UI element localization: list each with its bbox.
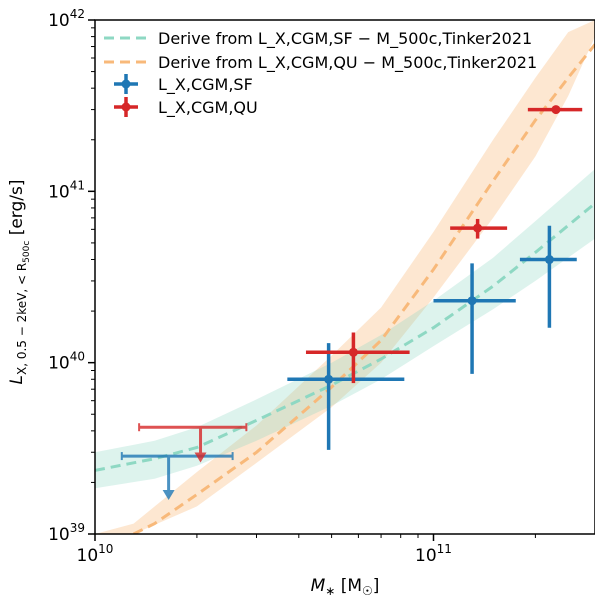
band-qu_model [95,20,595,534]
upper-limits [120,423,248,501]
sf_data-upper-limit-1 [120,452,234,501]
legend-swatch-dot-sf_data [121,79,131,89]
y-tick-label-4: 1042 [48,7,85,31]
line-qu_model [132,43,595,534]
x-tick-label-2: 1011 [415,542,452,566]
sf_data-marker-1 [324,374,334,384]
qu_data-point-1 [305,332,410,384]
sf_data-point-3 [519,225,577,328]
legend-entry-qu_data: L_X,CGM,QU [114,97,258,118]
legend-entry-sf_model: Derive from L_X,CGM,SF − M_500c,Tinker20… [104,29,532,49]
sf_data-point-2 [433,263,516,374]
legend: Derive from L_X,CGM,SF − M_500c,Tinker20… [104,29,537,118]
y-tick-label-2: 1040 [48,350,85,374]
qu_data-point-2 [450,218,508,239]
model-lines [95,43,595,534]
legend-label-sf_model: Derive from L_X,CGM,SF − M_500c,Tinker20… [158,29,532,49]
qu_data-upper-limit-1 [138,423,248,463]
plot-background [95,20,595,534]
y-tick-label-3: 1041 [48,178,85,202]
line-sf_model [95,202,595,472]
qu_data-limit-arrow-1 [194,452,207,463]
y-tick-label-1: 1039 [48,521,85,545]
data-points [287,105,583,450]
plot-frame [94,19,595,535]
axes: 1010 1011 1039 1040 1041 1042 [48,7,595,566]
legend-label-qu_data: L_X,CGM,QU [158,98,258,118]
qu_data-point-3 [527,105,583,115]
y-axis-label: LX, 0.5 − 2keV, < R500c [erg/s] [7,179,32,384]
qu_data-marker-3 [551,105,561,115]
sf_data-limit-arrow-1 [162,490,175,501]
legend-swatch-dot-qu_data [121,102,131,112]
sf_data-marker-2 [467,296,477,306]
qu_data-marker-1 [348,347,358,357]
qu_data-marker-2 [473,223,483,233]
x-tick-label-1: 1010 [77,542,114,566]
legend-label-qu_model: Derive from L_X,CGM,QU − M_500c,Tinker20… [158,53,537,73]
legend-entry-sf_data: L_X,CGM,SF [114,74,253,95]
legend-entry-qu_model: Derive from L_X,CGM,QU − M_500c,Tinker20… [104,53,537,73]
sf_data-marker-3 [544,255,554,265]
legend-label-sf_data: L_X,CGM,SF [158,75,253,95]
sf_data-point-1 [287,343,405,450]
x-axis-label: M∗ [M☉] [311,576,380,597]
